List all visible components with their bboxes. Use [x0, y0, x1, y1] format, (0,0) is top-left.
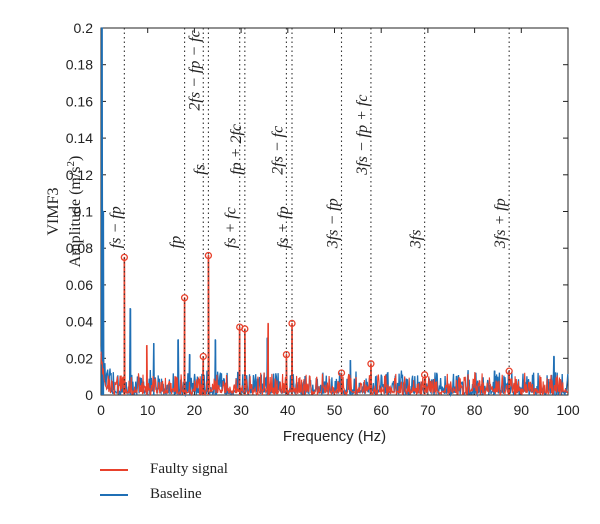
annotation-label: 3fs + fp: [492, 198, 509, 249]
plot-axes: [100, 27, 569, 396]
x-tick-label: 30: [233, 402, 249, 418]
y-tick-label: 0.18: [66, 57, 93, 73]
x-tick-label: 20: [187, 402, 203, 418]
annotation-labels: fs − fp fp 2fs − fp − fc fs fs + fc fp + 2fc 2…: [107, 30, 509, 249]
annotation-label: fs + fp: [275, 206, 292, 248]
peak-marker: [420, 371, 429, 379]
legend-swatch-faulty: [100, 468, 128, 471]
y-tick-label: 0.16: [66, 93, 93, 109]
x-tick-label: 70: [420, 402, 436, 418]
x-tick-label: 60: [373, 402, 389, 418]
y-tick-label: 0.2: [74, 20, 94, 36]
y-axis-title-line2: Amplitude (m/s2): [65, 156, 84, 268]
peak-marker: [505, 367, 513, 375]
x-tick-label: 0: [97, 402, 105, 418]
y-tick-label: 0.12: [66, 167, 93, 183]
annotation-label: fs + fc: [223, 207, 240, 248]
annotation-label: fs: [191, 164, 208, 175]
y-tick-label: 0.04: [66, 314, 93, 330]
x-tick-label: 90: [514, 402, 530, 418]
annotation-label: 3fs − fp + fc: [354, 95, 371, 176]
annotation-label: 3fs − fp: [325, 198, 342, 249]
peak-marker: [282, 350, 291, 359]
x-axis-title: Frequency (Hz): [283, 428, 386, 445]
x-tick-label: 50: [327, 402, 343, 418]
x-tick-label: 80: [467, 402, 483, 418]
annotation-label: 2fs − fc: [269, 126, 286, 175]
y-tick-label: 0.14: [66, 130, 93, 146]
tick-labels: 0 10 20 30 40 50 60 70 80 90 100 0 0.02 0.04 0.06 0.08 0…: [66, 20, 580, 418]
legend-item-faulty: Faulty signal: [100, 461, 228, 478]
peak-marker: [367, 360, 375, 368]
peak-marker: [288, 319, 296, 328]
peak-marker: [199, 352, 207, 361]
y-tick-label: 0.08: [66, 240, 93, 256]
x-tick-label: 10: [140, 402, 156, 418]
x-tick-label: 100: [556, 402, 580, 418]
annotation-label: 3fs: [408, 230, 425, 250]
faulty-line: [100, 254, 569, 397]
annotation-label: fp: [168, 236, 185, 248]
annotation-label: fp + 2fc: [228, 124, 245, 175]
peak-marker: [180, 294, 189, 302]
legend-label-baseline: Baseline: [150, 486, 202, 502]
y-tick-label: 0.02: [66, 350, 93, 366]
legend-swatch-baseline: [100, 493, 128, 496]
y-tick-label: 0.1: [74, 204, 94, 220]
peak-marker: [204, 251, 213, 260]
x-tick-label: 40: [280, 402, 296, 418]
peak-markers: [120, 251, 513, 379]
legend-item-baseline: Baseline: [100, 486, 202, 503]
peak-marker: [241, 325, 249, 333]
legend-label-faulty: Faulty signal: [150, 461, 228, 477]
peak-marker: [337, 369, 346, 377]
y-tick-label: 0.06: [66, 277, 93, 293]
peak-marker: [120, 253, 128, 262]
y-axis-title-line1: VIMF3: [45, 187, 62, 235]
faulty-series: [100, 254, 569, 397]
y-axis-title-main: Amplitude (m/s: [67, 166, 84, 267]
y-tick-label: 0: [85, 387, 93, 403]
y-axis-title-tail: ): [67, 156, 84, 161]
annotation-label: fs − fp: [107, 206, 124, 248]
annotation-lines: [123, 28, 510, 395]
annotation-label: 2fs − fp − fc: [186, 30, 203, 110]
y-axis-title-sup: 2: [65, 161, 77, 167]
